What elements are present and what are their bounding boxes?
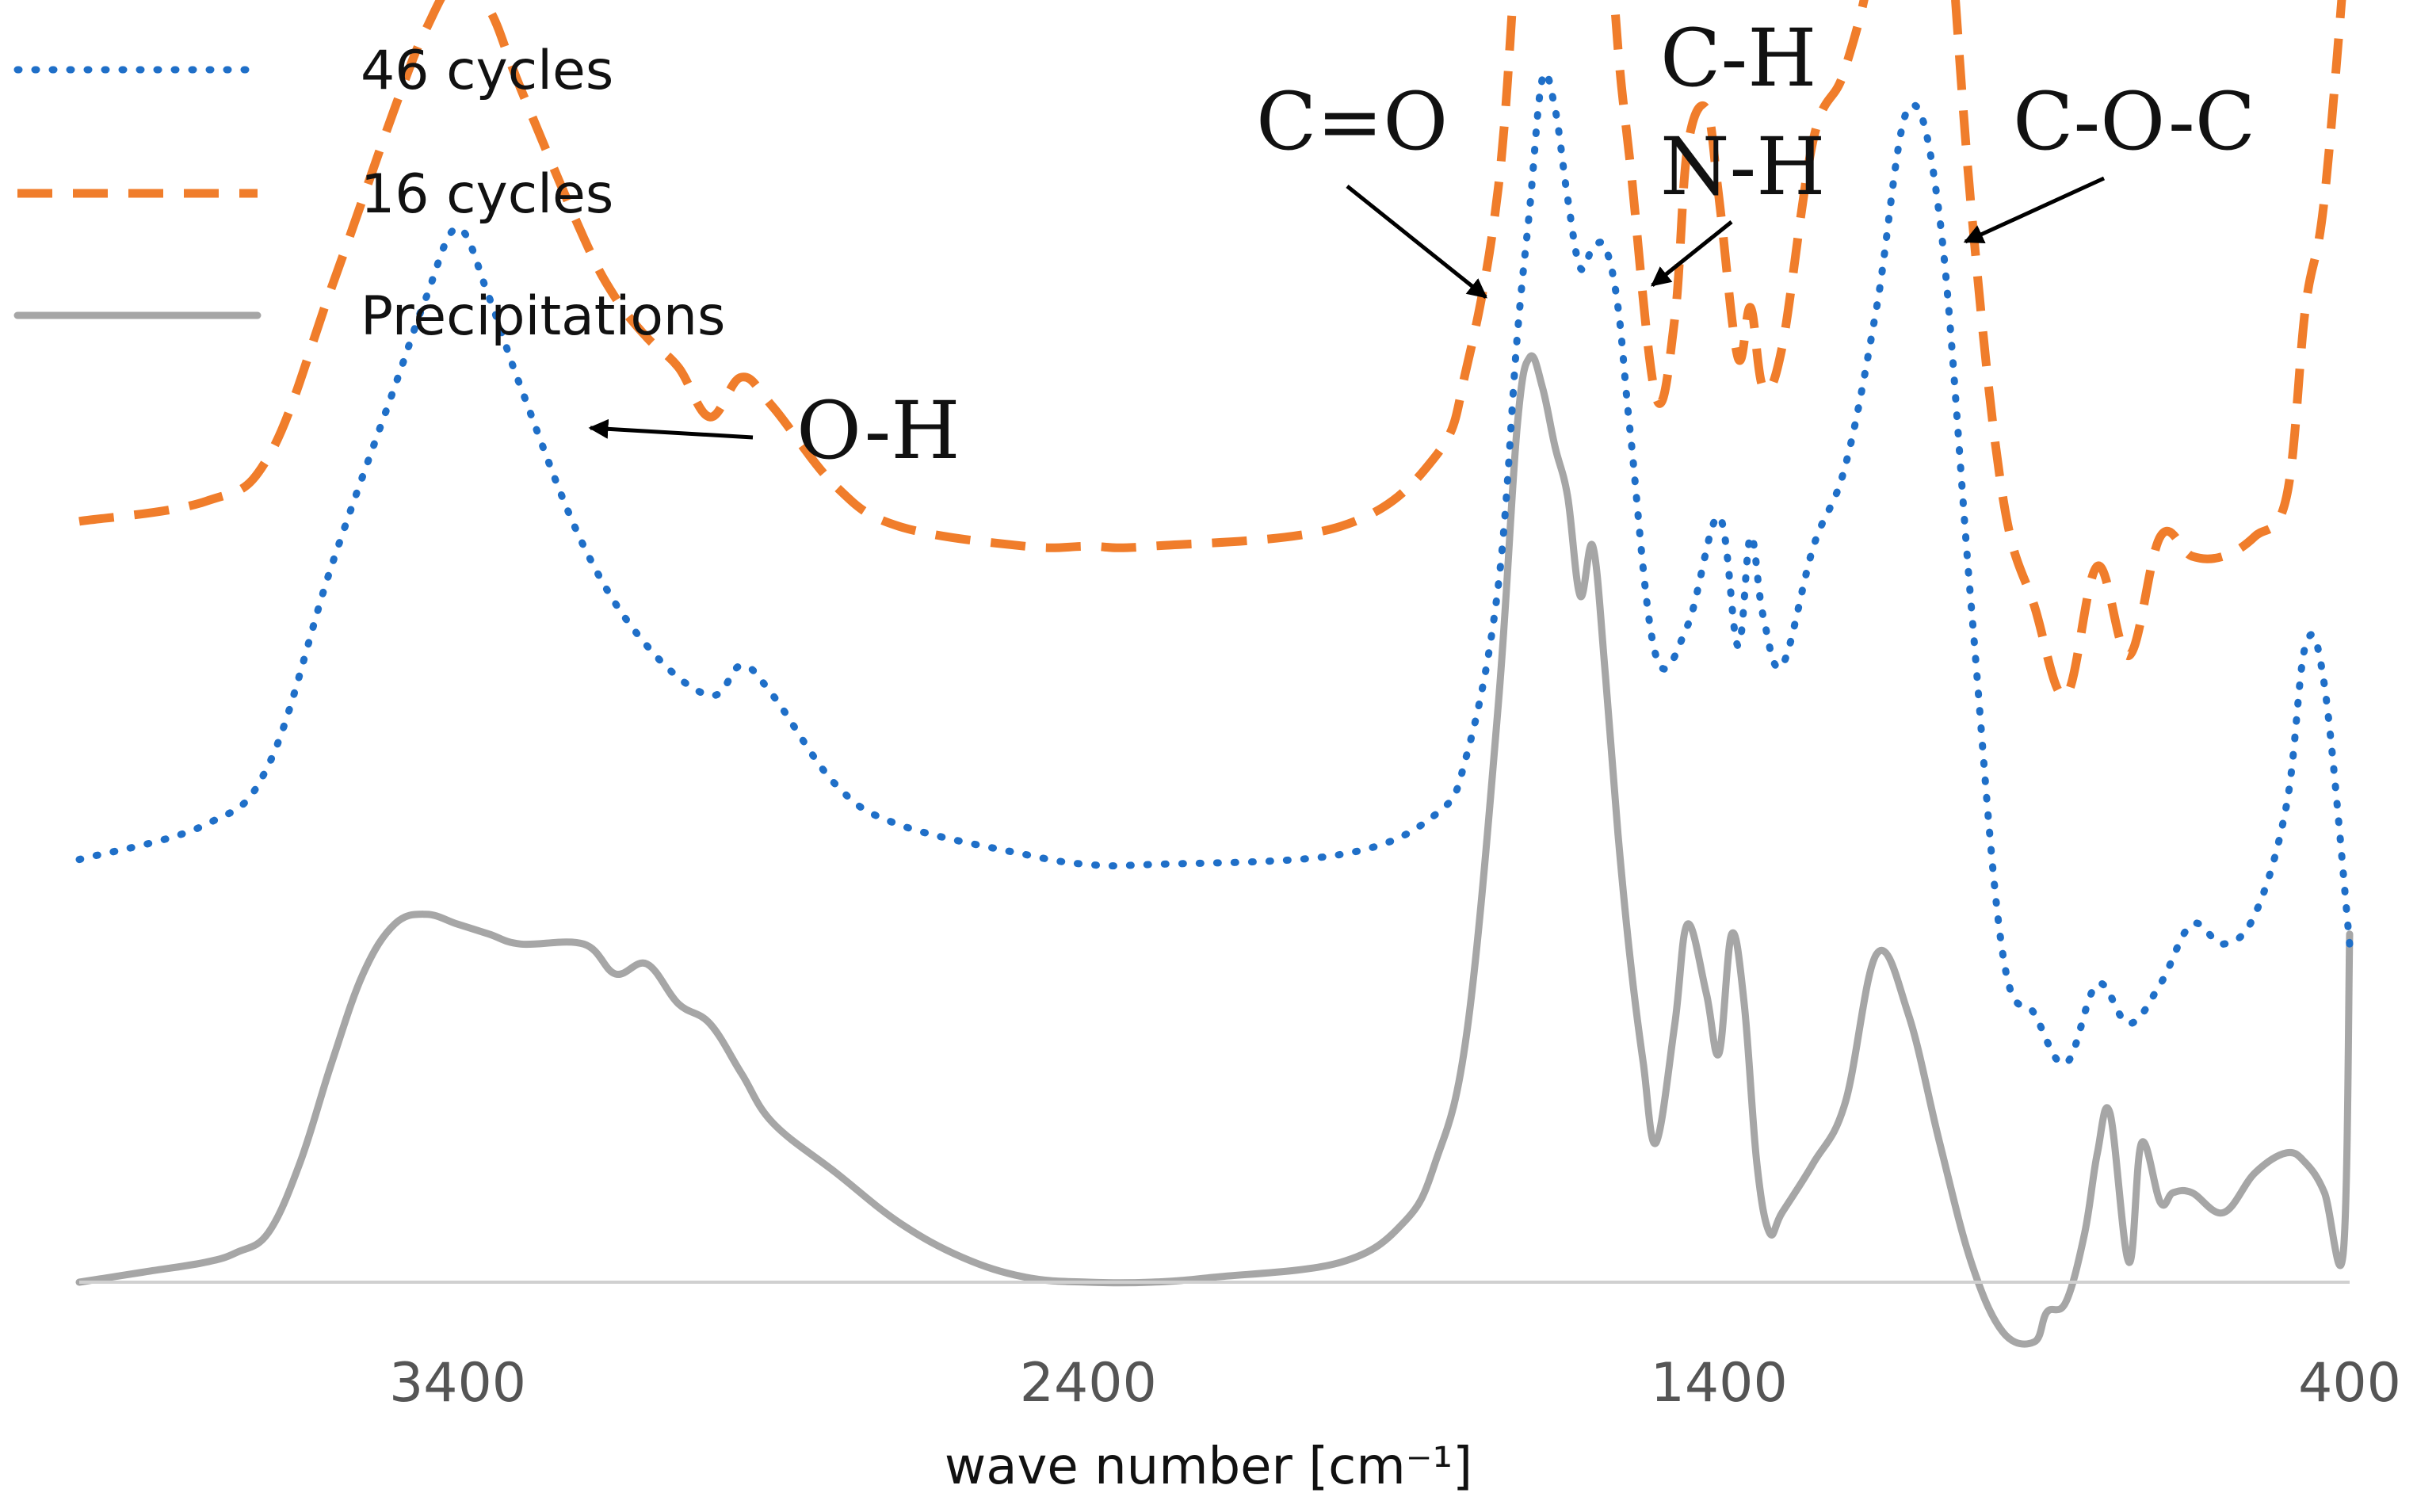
annotation-o-h: O-H: [796, 384, 960, 477]
x-tick-label: 3400: [389, 1352, 526, 1415]
x-axis-title: wave number [cm⁻¹]: [945, 1438, 1472, 1496]
series-line-46-cycles: [75, 69, 2354, 1067]
series-line-16-cycles: [78, 0, 2346, 701]
annotation-n-h: N-H: [1660, 120, 1826, 213]
annotation-arrow-c-o-c: [1963, 176, 2106, 244]
x-tick-labels: 3400 2400 1400 400: [389, 1352, 2401, 1415]
legend-label-16-cycles: 16 cycles: [361, 163, 613, 226]
legend: 46 cycles 16 cycles Precipitations: [13, 40, 725, 348]
x-tick-label: 1400: [1651, 1352, 1788, 1415]
annotation-arrow-o-h: [588, 418, 754, 440]
plot-area: [75, 0, 2354, 1348]
legend-label-46-cycles: 46 cycles: [361, 40, 613, 102]
annotation-arrow-c-h-n-h: [1651, 220, 1733, 287]
annotation-c-o: C=O: [1256, 75, 1448, 168]
series-line-precipitations: [75, 352, 2354, 1348]
x-tick-label: 2400: [1020, 1352, 1157, 1415]
annotations: O-H C=O C-H N-H C-O-C: [588, 12, 2255, 477]
annotation-c-h: C-H: [1660, 12, 1817, 105]
legend-label-precipitations: Precipitations: [361, 285, 725, 348]
annotation-c-o-c: C-O-C: [2013, 75, 2255, 168]
annotation-arrow-c-o: [1346, 185, 1487, 299]
x-tick-label: 400: [2298, 1352, 2401, 1415]
